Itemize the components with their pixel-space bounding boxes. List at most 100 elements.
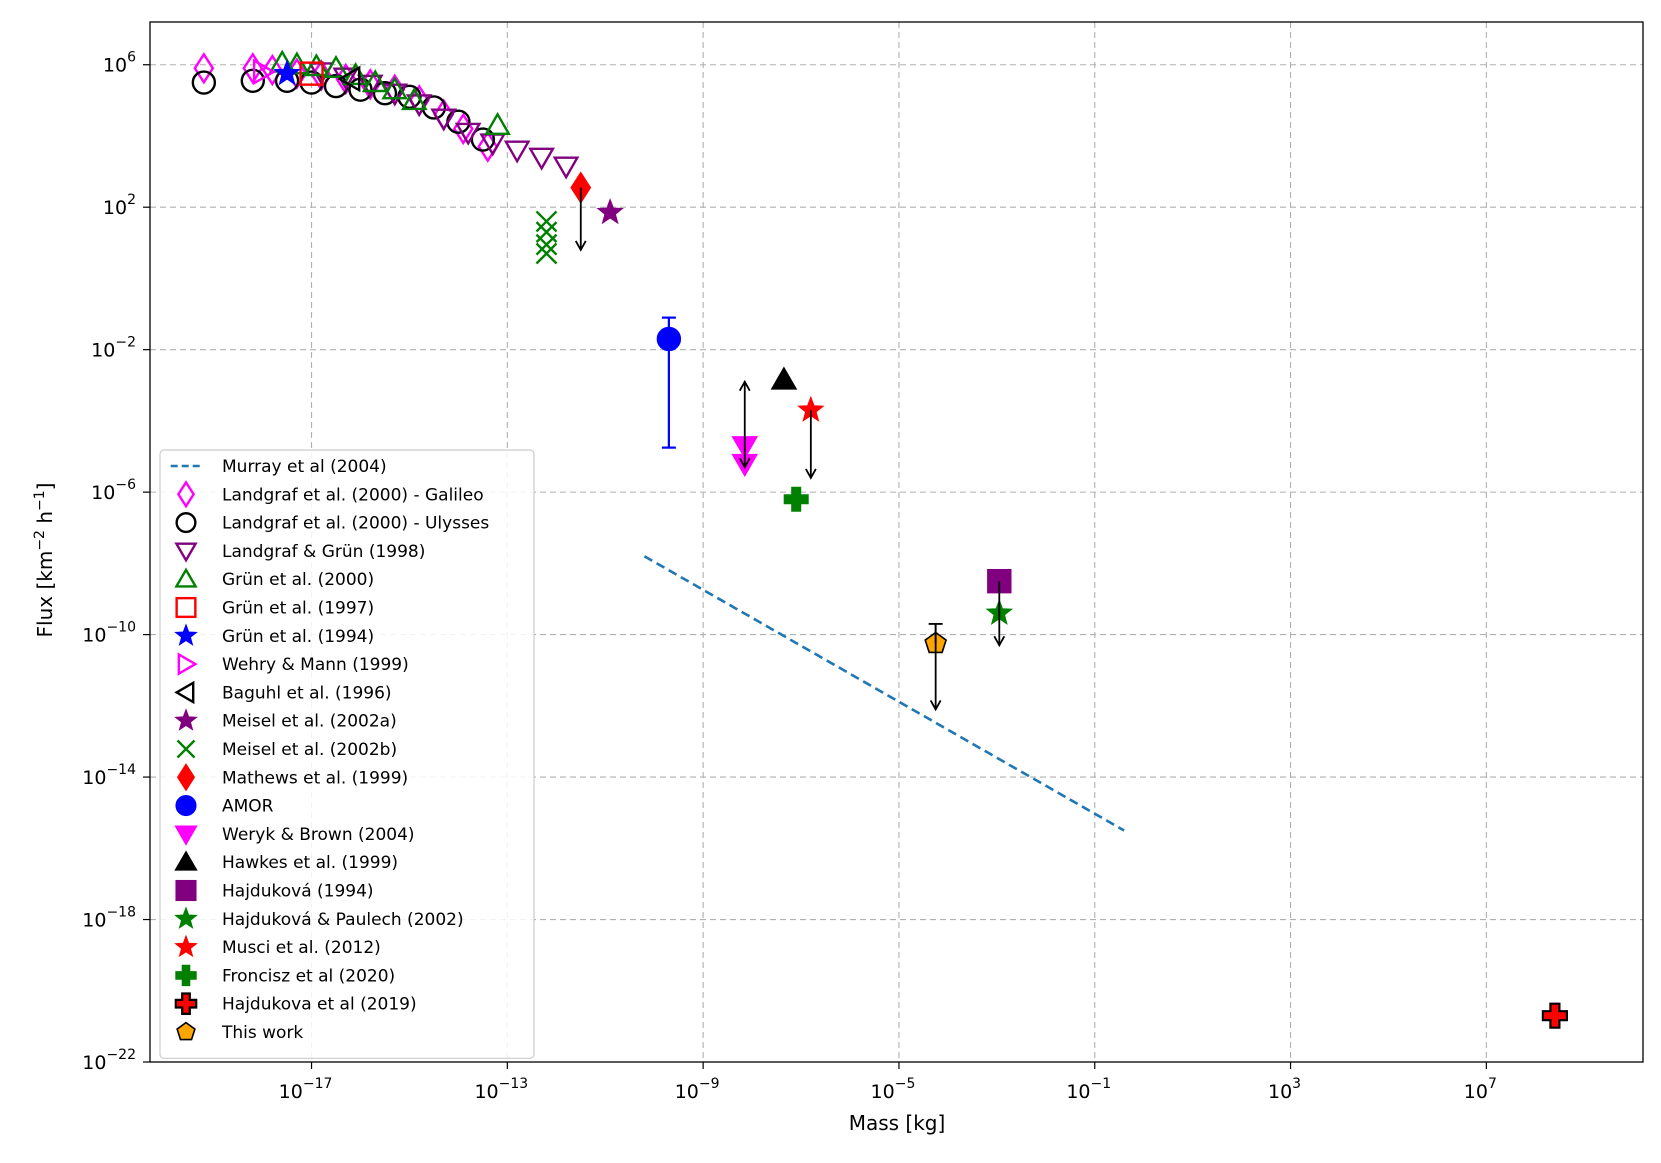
data-point [356,74,384,98]
murray-fit-line [643,555,1125,832]
series-froncisz-et-al-2020 [783,486,809,512]
data-point [454,122,482,146]
legend-marker [174,992,198,1016]
legend-label: Grün et al. (1994) [222,627,374,647]
series-meisel-et-al-2002a [596,198,624,225]
data-point [261,53,283,87]
arrow-head [805,468,817,480]
plot-frame [149,21,1644,1063]
x-marker-stroke [176,739,196,759]
legend-marker [174,906,198,929]
legend-marker [174,934,198,958]
data-point [337,65,361,93]
data-point [528,147,555,171]
grid [150,22,1643,1062]
legend-entry: Grün et al. (1994) [174,623,374,647]
legend-marker [176,763,196,792]
series-wehry-mann-1999 [252,58,277,86]
legend-label: Mathews et al. (1999) [222,768,408,788]
legend-entry: Meisel et al. (2002b) [176,739,397,760]
data-point [193,52,215,85]
series-gr-n-et-al-1994 [273,59,301,86]
arrow-head [738,457,751,470]
legend-label: Grün et al. (2000) [222,570,374,590]
legend-entry: Murray et al (2004) [170,457,387,477]
series-hajdukova-et-al-2019 [1541,1002,1569,1029]
legend-marker [174,623,198,646]
data-point [535,210,558,233]
data-point [252,58,277,86]
data-point [783,486,809,512]
legend-entry: Weryk & Brown (2004) [174,825,415,846]
legend-marker [176,739,196,759]
x-tick-label: 107 [1464,1076,1497,1103]
arrow-head [574,240,587,252]
legend-entry: Hajduková & Paulech (2002) [174,906,464,930]
legend-label: Wehry & Mann (1999) [222,655,409,675]
legend-entry: Hajduková (1994) [175,879,374,902]
legend-entry: Wehry & Mann (1999) [177,652,409,676]
legend-label: Landgraf et al. (2000) - Galileo [222,485,484,505]
x-marker-stroke [535,210,558,233]
legend-marker [175,964,197,987]
data-point [191,70,217,95]
legend-marker [174,542,198,563]
legend-label: Grün et al. (1997) [222,599,374,619]
legend-box [159,449,535,1059]
legend-entry: Grün et al. (2000) [174,567,374,590]
legend-label: Landgraf & Grün (1998) [222,542,425,562]
limit-arrow [738,379,751,470]
legend-marker [176,480,196,509]
y-tick-label: 10−6 [91,477,136,504]
legend-marker [175,795,197,817]
data-point [770,366,798,390]
legend-marker [176,1021,196,1041]
legend-entry: Landgraf et al. (2000) - Ulysses [175,512,489,534]
data-point [273,59,301,86]
limit-arrow [993,581,1006,648]
arrow-head [738,379,751,392]
data-point [401,86,428,111]
data-point [470,127,496,152]
x-tick-label: 10−9 [675,1076,720,1103]
legend-label: Landgraf et al. (2000) - Ulysses [222,514,489,534]
y-axis-label: Flux [km−2 h−1] [32,483,57,638]
data-point [503,140,531,164]
data-point [240,68,265,93]
series-gr-n-et-al-1997 [299,61,324,86]
x-marker-stroke [535,242,558,265]
arrow-head [929,699,942,712]
data-point [381,76,409,100]
series-hawkes-et-al-1999 [770,366,798,390]
legend-label: Murray et al (2004) [222,457,387,477]
legend-entry: Grün et al. (1997) [175,596,374,619]
data-point [372,81,398,106]
legend-entry: Landgraf et al. (2000) - Galileo [176,480,484,509]
limit-arrow [928,623,943,644]
series-baguhl-et-al-1996 [337,65,361,93]
legend-label: Froncisz et al (2020) [222,966,395,986]
legend-marker [175,596,197,619]
legend-marker [177,652,198,676]
legend-label: Baguhl et al. (1996) [222,683,392,703]
legend-marker [174,567,198,588]
x-marker-stroke [535,233,558,256]
legend-label: Weryk & Brown (2004) [222,825,415,845]
legend-label: Hajduková (1994) [222,882,374,902]
series-murray-et-al-2004 [643,555,1125,832]
legend-label: Meisel et al. (2002a) [222,712,397,732]
series-gr-n-et-al-2000 [268,49,511,136]
legend-entry: Mathews et al. (1999) [176,763,408,792]
arrow-head [993,635,1006,648]
legend-entry: This work [176,1021,303,1043]
data-point [405,94,433,118]
legend-marker [175,879,197,902]
data-point [535,242,558,265]
data-point [299,61,324,86]
legend-marker [174,708,198,731]
legend-entry: Baguhl et al. (1996) [174,680,392,705]
series-layer [191,49,1569,1029]
legend-marker [174,680,195,705]
legend-label: Musci et al. (2012) [222,938,381,958]
